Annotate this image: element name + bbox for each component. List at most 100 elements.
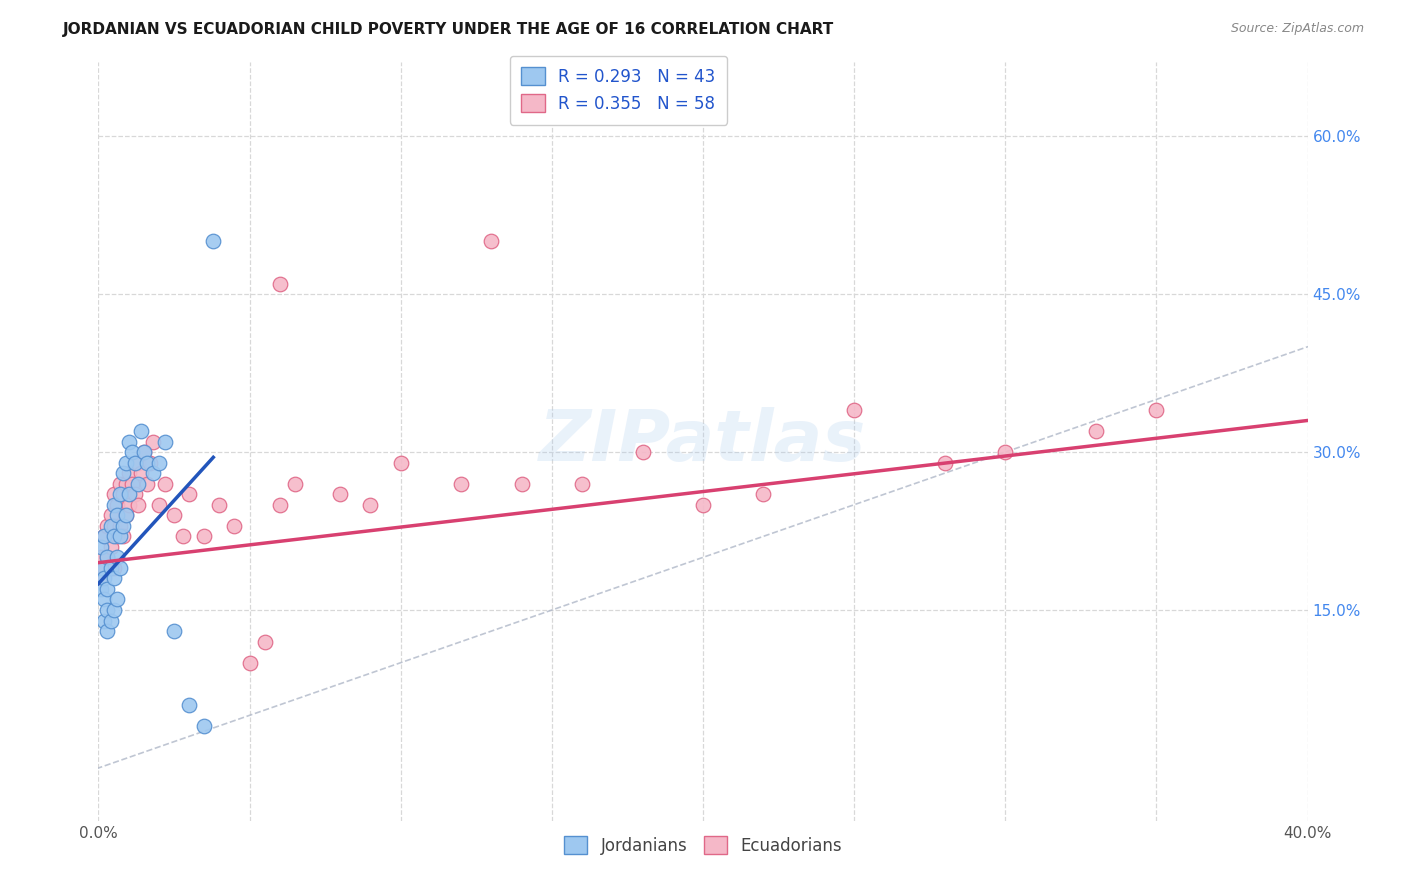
Point — [224, 518, 246, 533]
Point — [105, 550, 128, 565]
Text: JORDANIAN VS ECUADORIAN CHILD POVERTY UNDER THE AGE OF 16 CORRELATION CHART: JORDANIAN VS ECUADORIAN CHILD POVERTY UN… — [63, 22, 835, 37]
Point — [90, 582, 112, 596]
Point — [139, 456, 162, 470]
Point — [934, 456, 956, 470]
Point — [118, 466, 141, 480]
Point — [96, 550, 118, 565]
Point — [239, 656, 262, 670]
Point — [108, 476, 131, 491]
Point — [269, 277, 291, 291]
Point — [208, 498, 231, 512]
Point — [142, 434, 165, 449]
Point — [153, 476, 176, 491]
Point — [93, 529, 115, 543]
Point — [193, 529, 215, 543]
Point — [752, 487, 775, 501]
Point — [127, 476, 149, 491]
Point — [96, 582, 118, 596]
Point — [93, 614, 115, 628]
Point — [103, 603, 125, 617]
Point — [103, 518, 125, 533]
Legend: Jordanians, Ecuadorians: Jordanians, Ecuadorians — [557, 830, 849, 862]
Point — [132, 445, 155, 459]
Point — [118, 487, 141, 501]
Point — [108, 518, 131, 533]
Point — [111, 487, 134, 501]
Text: Source: ZipAtlas.com: Source: ZipAtlas.com — [1230, 22, 1364, 36]
Point — [111, 466, 134, 480]
Point — [1085, 424, 1108, 438]
Point — [114, 508, 136, 523]
Point — [105, 592, 128, 607]
Point — [844, 403, 866, 417]
Point — [96, 550, 118, 565]
Point — [100, 561, 122, 575]
Point — [96, 624, 118, 639]
Point — [103, 529, 125, 543]
Point — [100, 508, 122, 523]
Point — [132, 445, 155, 459]
Point — [329, 487, 352, 501]
Point — [114, 476, 136, 491]
Point — [179, 487, 201, 501]
Point — [127, 498, 149, 512]
Point — [269, 498, 291, 512]
Point — [108, 529, 131, 543]
Point — [124, 487, 146, 501]
Point — [163, 508, 186, 523]
Point — [481, 235, 503, 249]
Point — [105, 529, 128, 543]
Point — [100, 518, 122, 533]
Point — [510, 476, 533, 491]
Point — [121, 476, 143, 491]
Point — [124, 456, 146, 470]
Point — [163, 624, 186, 639]
Point — [100, 614, 122, 628]
Point — [1144, 403, 1167, 417]
Point — [994, 445, 1017, 459]
Point — [202, 235, 225, 249]
Point — [90, 540, 112, 554]
Point — [148, 456, 170, 470]
Point — [103, 498, 125, 512]
Point — [93, 592, 115, 607]
Point — [389, 456, 412, 470]
Point — [103, 561, 125, 575]
Point — [90, 550, 112, 565]
Point — [571, 476, 593, 491]
Point — [118, 434, 141, 449]
Point — [253, 634, 276, 648]
Point — [96, 518, 118, 533]
Point — [105, 508, 128, 523]
Point — [360, 498, 382, 512]
Point — [96, 603, 118, 617]
Point — [90, 561, 112, 575]
Point — [93, 561, 115, 575]
Point — [450, 476, 472, 491]
Point — [105, 498, 128, 512]
Point — [284, 476, 307, 491]
Point — [127, 456, 149, 470]
Point — [103, 487, 125, 501]
Point — [114, 456, 136, 470]
Point — [93, 529, 115, 543]
Point — [90, 571, 112, 585]
Point — [193, 719, 215, 733]
Point — [103, 571, 125, 585]
Point — [172, 529, 194, 543]
Point — [692, 498, 714, 512]
Point — [129, 424, 152, 438]
Point — [129, 466, 152, 480]
Point — [100, 540, 122, 554]
Point — [148, 498, 170, 512]
Point — [108, 561, 131, 575]
Point — [179, 698, 201, 712]
Point — [114, 508, 136, 523]
Point — [108, 487, 131, 501]
Point — [111, 518, 134, 533]
Point — [135, 476, 157, 491]
Point — [631, 445, 654, 459]
Point — [118, 498, 141, 512]
Point — [111, 529, 134, 543]
Point — [142, 466, 165, 480]
